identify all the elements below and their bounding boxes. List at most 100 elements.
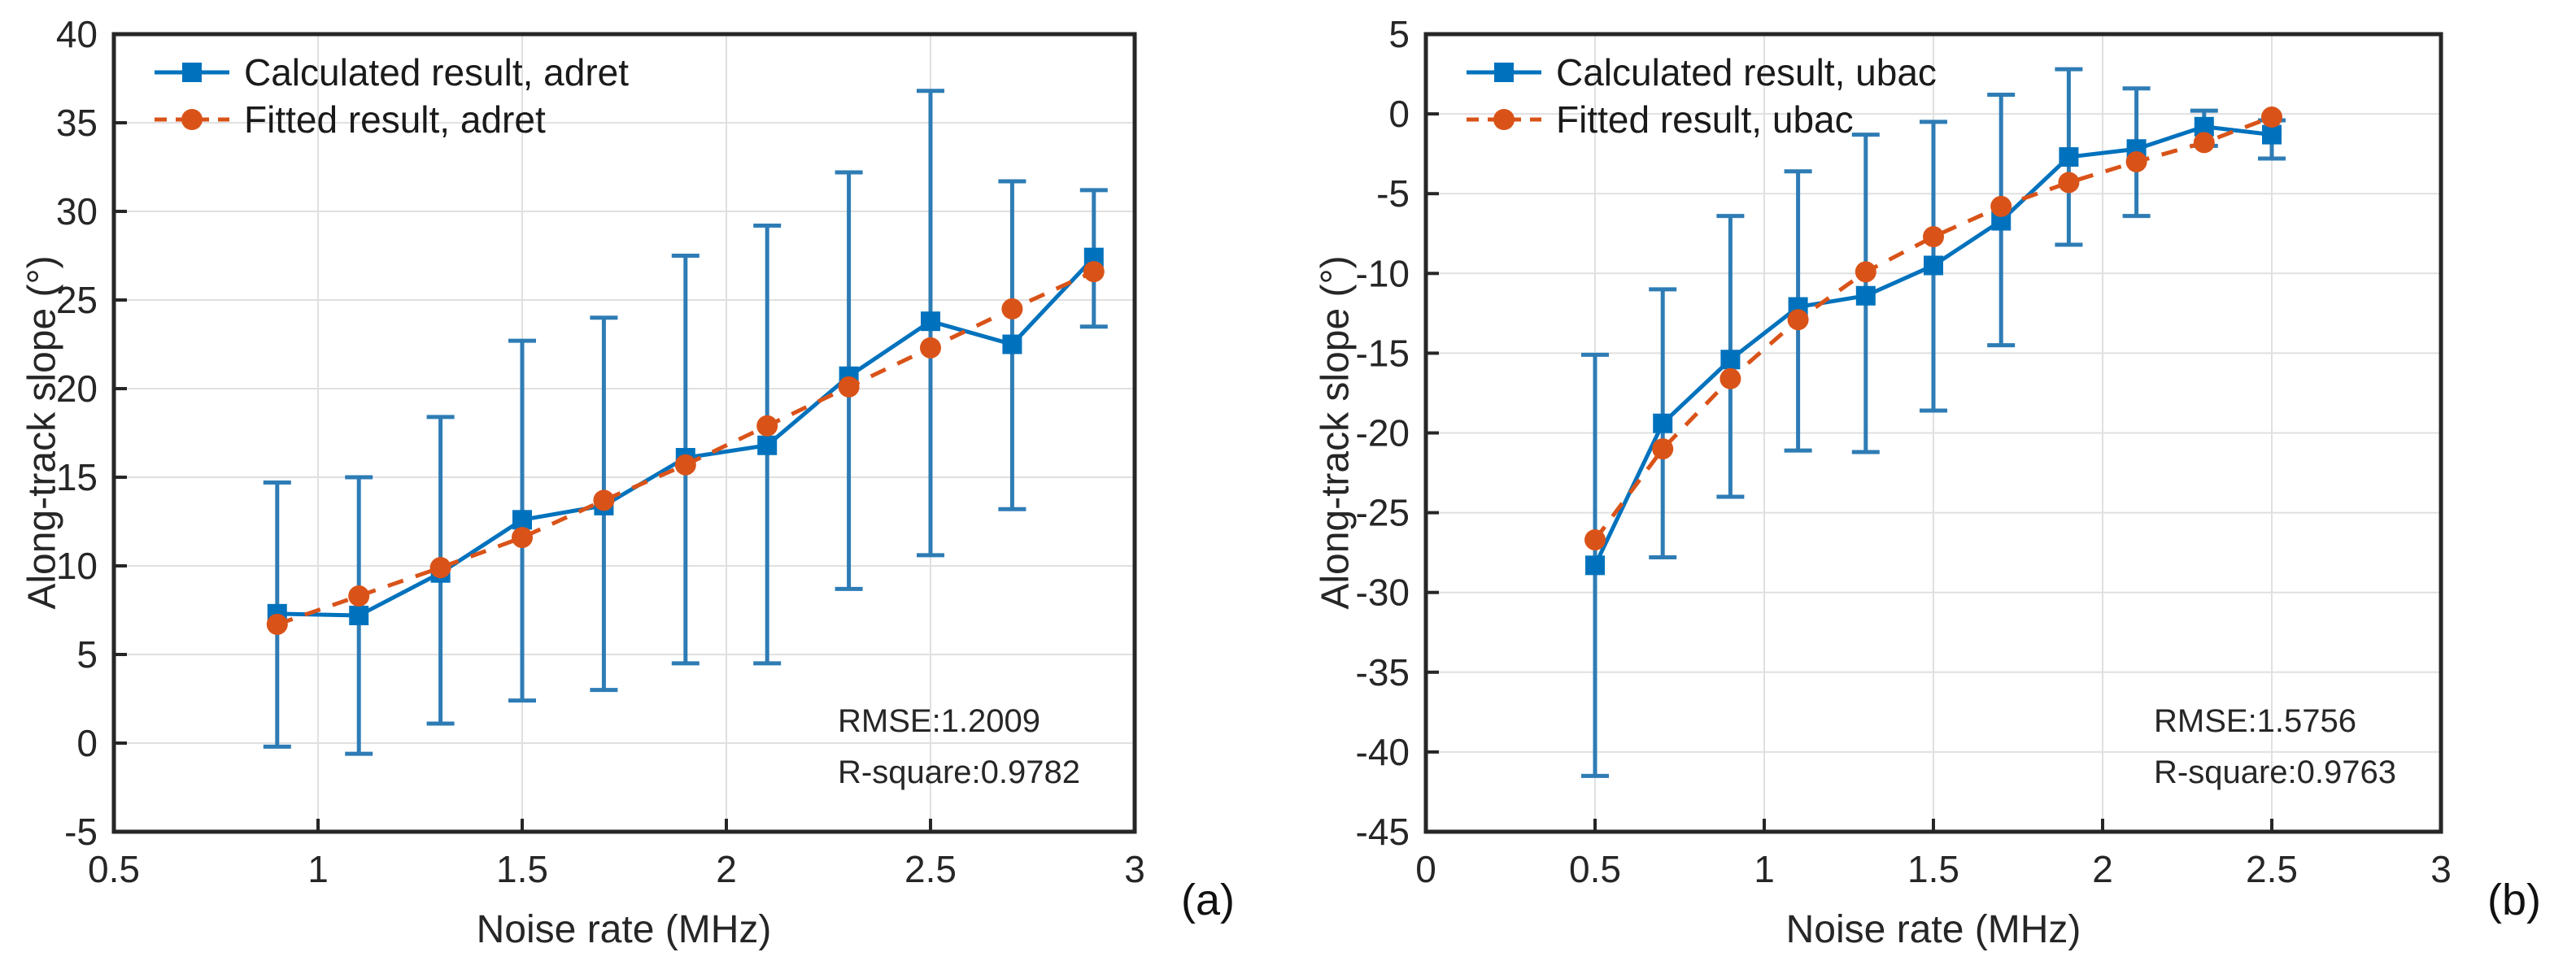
x-axis-label: Noise rate (MHz) — [476, 908, 772, 951]
data-point-circle — [1990, 195, 2012, 217]
y-tick-label: 5 — [1388, 13, 1410, 55]
data-point-square — [1855, 285, 1876, 306]
data-point-square — [349, 606, 369, 626]
y-tick-label: -15 — [1356, 332, 1410, 374]
x-axis-label: Noise rate (MHz) — [1785, 908, 2081, 951]
stats-annotation: RMSE:1.5756 R-square:0.9763 — [2154, 696, 2396, 798]
data-point-circle — [2125, 150, 2147, 172]
data-point-circle — [1720, 367, 1741, 389]
data-point-square — [1002, 334, 1022, 354]
data-point-circle — [512, 527, 533, 549]
y-tick-label: 5 — [76, 633, 98, 676]
data-point-square — [921, 311, 940, 332]
rsquare-text: R-square:0.9782 — [838, 754, 1080, 790]
data-point-circle — [1001, 298, 1023, 320]
y-tick-label: 35 — [56, 102, 98, 144]
data-point-circle — [1584, 528, 1606, 550]
data-point-circle — [1923, 226, 1944, 248]
data-point-square — [512, 510, 532, 530]
data-point-circle — [429, 557, 451, 579]
data-point-square — [1924, 255, 1943, 276]
y-tick-label: 15 — [56, 456, 98, 498]
plot-border — [111, 32, 1137, 834]
y-tick-label: 0 — [1388, 93, 1410, 135]
legend-square-marker-icon — [182, 63, 202, 82]
data-point-circle — [2058, 172, 2080, 193]
x-tick-label: 3 — [1124, 848, 1145, 890]
data-point-circle — [756, 415, 778, 437]
data-point-circle — [266, 613, 288, 635]
y-tick-label: -35 — [1356, 651, 1410, 694]
x-tick-label: 1 — [1754, 848, 1775, 890]
y-tick-label: -20 — [1356, 412, 1410, 454]
series-line-fitted — [276, 269, 1095, 627]
data-point-circle — [1855, 261, 1876, 283]
y-tick-label: 40 — [56, 13, 98, 55]
x-tick-label: 2 — [716, 848, 737, 890]
x-tick-label: 2 — [2092, 848, 2113, 890]
data-point-square — [1585, 555, 1605, 576]
panel-label-a: (a) — [1181, 876, 1235, 924]
y-tick-label: -40 — [1356, 731, 1410, 773]
x-tick-label: 1.5 — [1907, 848, 1959, 890]
data-point-circle — [1787, 309, 1809, 331]
legend-circle-marker-icon — [1493, 109, 1515, 130]
legend-item-fitted: Fitted result, adret — [155, 96, 629, 143]
legend-square-marker-icon — [1494, 63, 1514, 82]
x-tick-label: 2.5 — [904, 848, 957, 890]
x-tick-label: 0.5 — [88, 848, 140, 890]
legend-label-calculated: Calculated result, adret — [244, 51, 630, 93]
x-tick-label: 3 — [2430, 848, 2452, 890]
data-point-circle — [2261, 107, 2282, 128]
legend-item-fitted: Fitted result, ubac — [1467, 96, 1937, 143]
chart-panel-b: 0 0.5 1 1.5 2 2.5 3 -45 -40 -35 -30 -25 -20 -15 -10 -5 0… — [1293, 0, 2576, 974]
data-point-circle — [920, 337, 941, 359]
rmse-text: RMSE:1.5756 — [2154, 703, 2357, 739]
data-point-square — [2059, 147, 2079, 167]
y-tick-label: 0 — [76, 722, 98, 764]
x-tick-label: 1.5 — [496, 848, 548, 890]
y-axis-label: Along-track slope (°) — [1314, 255, 1358, 610]
x-tick-label: 0.5 — [1569, 848, 1621, 890]
data-point-circle — [1083, 261, 1105, 283]
legend: Calculated result, adret Fitted result, … — [155, 49, 629, 143]
y-axis-label: Along-track slope (°) — [20, 255, 64, 610]
data-point-circle — [348, 585, 370, 607]
y-tick-label: -25 — [1356, 492, 1410, 534]
series-line-fitted — [1593, 115, 2273, 541]
legend-label-fitted: Fitted result, ubac — [1556, 98, 1854, 141]
y-tick-label: 30 — [56, 190, 98, 233]
rmse-text: RMSE:1.2009 — [838, 703, 1041, 739]
legend-line-square-sample — [1467, 63, 1541, 82]
chart-panel-a: 0.5 1 1.5 2 2.5 3 -5 0 5 10 15 20 25 30 35 40 Along-tra… — [20, 13, 1236, 951]
data-point-square — [1653, 413, 1673, 433]
data-point-circle — [838, 376, 860, 398]
data-point-square — [1720, 350, 1741, 370]
legend: Calculated result, ubac Fitted result, u… — [1467, 49, 1937, 143]
legend-line-square-sample — [155, 63, 229, 82]
plot-area-a: 0.5 1 1.5 2 2.5 3 -5 0 5 10 15 20 25 30 35 40 — [56, 13, 1145, 890]
stats-annotation: RMSE:1.2009 R-square:0.9782 — [838, 696, 1080, 798]
x-tick-label: 0 — [1415, 848, 1436, 890]
y-tick-label: 10 — [56, 545, 98, 587]
legend-label-fitted: Fitted result, adret — [244, 98, 546, 141]
data-point-circle — [1652, 438, 1674, 460]
x-tick-label: 2.5 — [2246, 848, 2298, 890]
legend-label-calculated: Calculated result, ubac — [1556, 51, 1937, 93]
y-tick-label: 20 — [56, 367, 98, 410]
data-point-square — [757, 435, 778, 455]
y-tick-label: -5 — [1376, 172, 1410, 215]
legend-line-circle-sample — [155, 109, 229, 130]
y-tick-label: -30 — [1356, 572, 1410, 614]
rsquare-text: R-square:0.9763 — [2154, 754, 2396, 790]
y-tick-label: 25 — [56, 279, 98, 321]
data-point-circle — [674, 454, 696, 476]
x-tick-label: 1 — [307, 848, 329, 890]
legend-item-calculated: Calculated result, adret — [155, 49, 629, 96]
data-point-circle — [2193, 132, 2215, 154]
y-tick-label: -45 — [1356, 811, 1410, 853]
data-point-square — [2262, 124, 2282, 145]
plot-area-b: 0 0.5 1 1.5 2 2.5 3 -45 -40 -35 -30 -25 -20 -15 -10 -5 0… — [1356, 13, 2452, 890]
legend-line-circle-sample — [1467, 109, 1541, 130]
